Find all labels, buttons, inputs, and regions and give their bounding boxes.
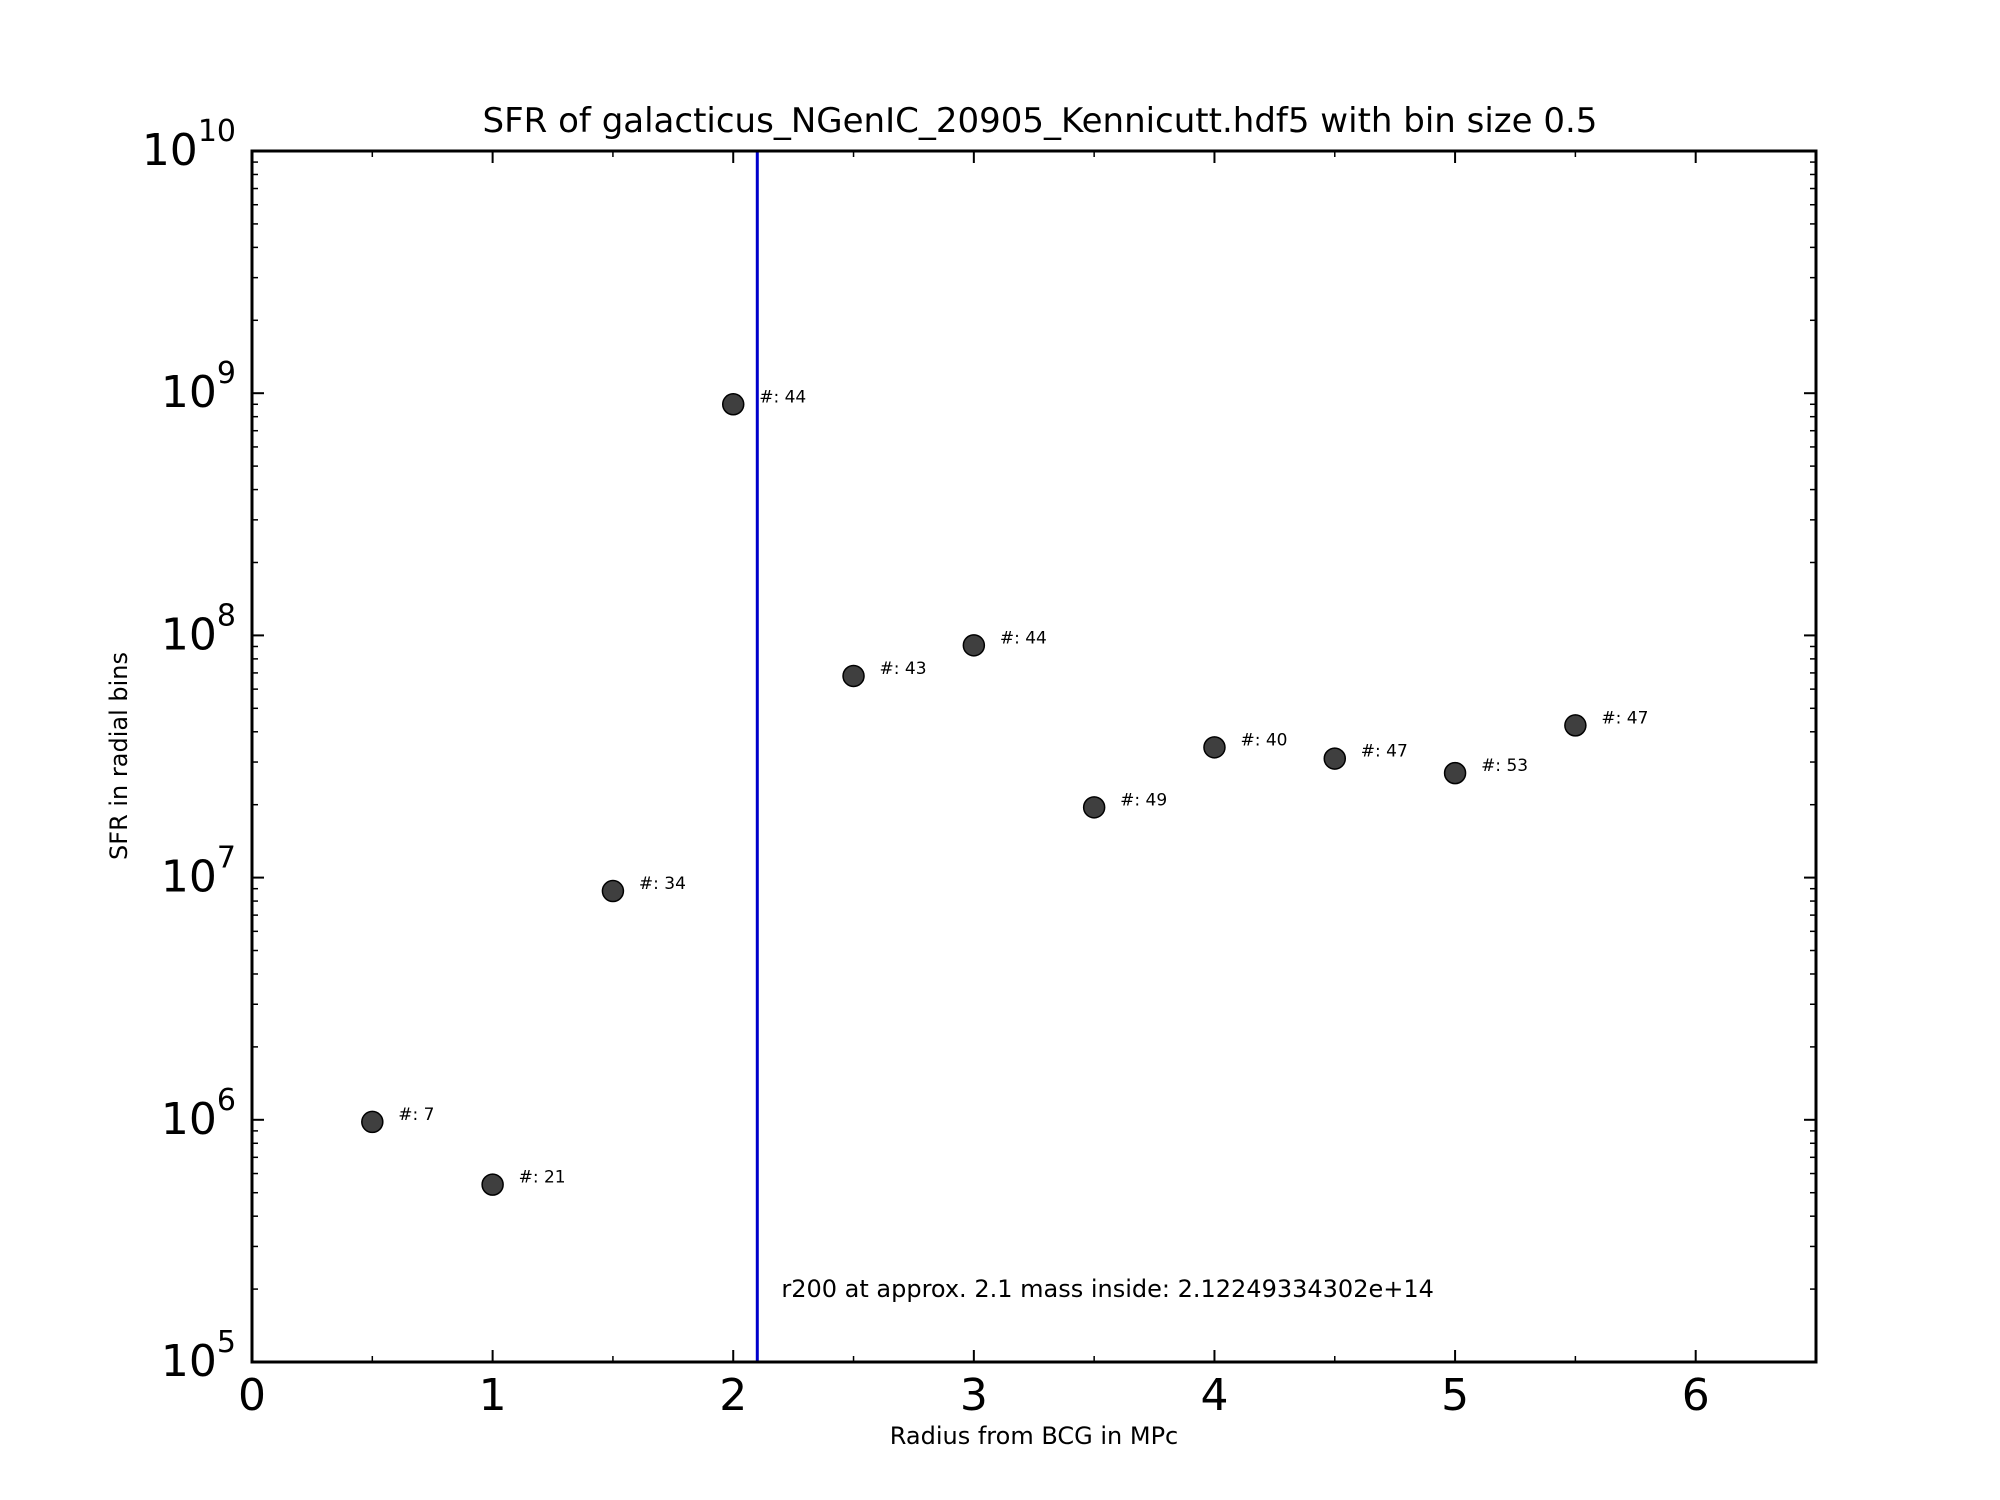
x-tick-label: 6 bbox=[1682, 1370, 1710, 1421]
y-tick-exponent: 5 bbox=[217, 1325, 236, 1360]
x-tick-label: 3 bbox=[960, 1370, 988, 1421]
data-point-label: #: 43 bbox=[880, 659, 927, 679]
x-axis-label: Radius from BCG in MPc bbox=[890, 1422, 1179, 1450]
x-tick-label: 2 bbox=[719, 1370, 747, 1421]
data-point-label: #: 44 bbox=[759, 387, 806, 407]
point-labels: #: 7 #: 21 #: 34 #: 44 #: 43 #: 44 #: 49 #: 40 #… bbox=[398, 387, 1648, 1187]
data-point-label: #: 47 bbox=[1361, 742, 1408, 762]
y-tick-exponent: 7 bbox=[217, 841, 236, 876]
y-tick-label: 107 bbox=[161, 841, 236, 903]
x-tick-label: 4 bbox=[1200, 1370, 1228, 1421]
data-point-label: #: 21 bbox=[519, 1168, 566, 1188]
x-tick-label: 0 bbox=[238, 1370, 266, 1421]
data-point-label: #: 47 bbox=[1601, 708, 1648, 728]
y-tick-exponent: 8 bbox=[217, 598, 236, 633]
data-point bbox=[842, 664, 865, 688]
data-point bbox=[1203, 736, 1226, 759]
y-tick-label: 109 bbox=[161, 356, 236, 418]
y-tick-label: 108 bbox=[161, 598, 236, 660]
plot-area-frame bbox=[250, 149, 1818, 1364]
data-point bbox=[1082, 796, 1106, 819]
data-point-label: #: 44 bbox=[1000, 628, 1047, 648]
y-tick-base: 10 bbox=[142, 125, 198, 176]
data-point-label: #: 49 bbox=[1120, 790, 1167, 810]
y-tick-base: 10 bbox=[161, 1336, 217, 1387]
data-point bbox=[361, 1110, 384, 1134]
y-tick-base: 10 bbox=[161, 367, 217, 418]
y-tick-label: 106 bbox=[161, 1083, 236, 1145]
data-points bbox=[361, 393, 1587, 1196]
r200-annotation: r200 at approx. 2.1 mass inside: 2.12249… bbox=[781, 1275, 1434, 1303]
y-tick-base: 10 bbox=[161, 609, 217, 660]
x-tick-labels: 0 1 2 3 4 5 6 bbox=[238, 1370, 1710, 1421]
data-point bbox=[481, 1173, 504, 1196]
y-tick-base: 10 bbox=[161, 1094, 217, 1145]
data-point bbox=[601, 879, 625, 903]
y-tick-base: 10 bbox=[161, 852, 217, 903]
data-point-label: #: 34 bbox=[639, 874, 686, 894]
x-tick-label: 5 bbox=[1441, 1370, 1469, 1421]
data-point bbox=[721, 393, 745, 416]
data-point-label: #: 40 bbox=[1240, 730, 1287, 750]
y-tick-exponent: 9 bbox=[217, 356, 236, 391]
y-axis-label: SFR in radial bins bbox=[105, 652, 133, 860]
data-point bbox=[1323, 747, 1347, 770]
data-point bbox=[962, 634, 986, 657]
data-point-label: #: 7 bbox=[398, 1105, 434, 1125]
y-tick-label: 105 bbox=[161, 1325, 236, 1387]
chart-title: SFR of galacticus_NGenIC_20905_Kennicutt… bbox=[483, 101, 1598, 141]
y-tick-label: 1010 bbox=[142, 114, 236, 176]
y-tick-exponent: 10 bbox=[198, 114, 236, 149]
data-point-label: #: 53 bbox=[1481, 756, 1528, 776]
x-tick-label: 1 bbox=[479, 1370, 507, 1421]
y-tick-exponent: 6 bbox=[217, 1083, 236, 1118]
data-point bbox=[1564, 714, 1587, 737]
data-point bbox=[1443, 761, 1467, 785]
